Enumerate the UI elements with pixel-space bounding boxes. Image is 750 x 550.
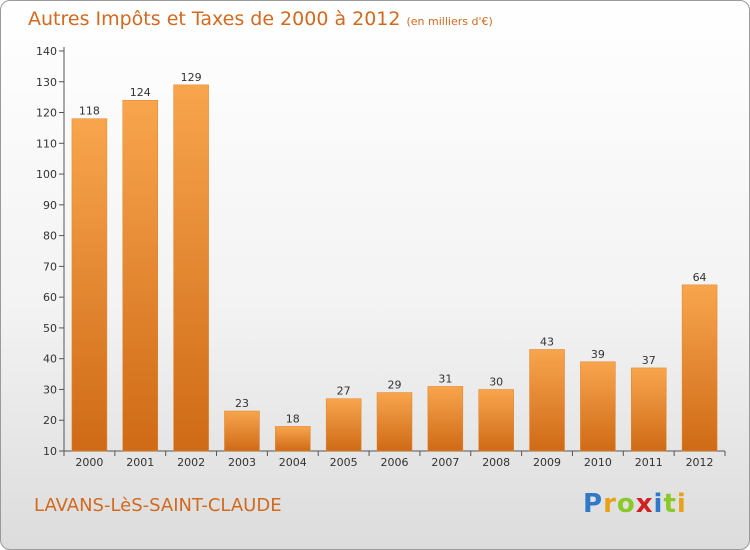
y-tick-label: 140	[36, 45, 57, 58]
x-tick-label-2005: 2005	[330, 456, 358, 469]
x-tick-label-2011: 2011	[635, 456, 663, 469]
data-label-2009: 43	[540, 335, 554, 348]
data-label-2004: 18	[286, 412, 300, 425]
y-tick-label: 80	[43, 230, 57, 243]
bar-2000	[71, 118, 108, 452]
logo-letter: t	[663, 489, 677, 519]
bar-2009	[529, 349, 565, 452]
bar-2005	[325, 398, 362, 452]
y-tick-label: 10	[43, 445, 57, 458]
y-tick-label: 50	[43, 322, 57, 335]
x-tick-label-2010: 2010	[584, 456, 612, 469]
proxiti-logo: Proxiti	[583, 489, 687, 519]
y-tick-label: 70	[43, 260, 57, 273]
logo-letter: r	[603, 489, 617, 519]
data-label-2008: 30	[489, 375, 503, 388]
x-tick-label-2002: 2002	[177, 456, 205, 469]
bar-2003	[224, 410, 260, 452]
logo-letter: o	[616, 489, 636, 519]
x-tick-label-2006: 2006	[381, 456, 409, 469]
bar-2007	[427, 386, 464, 452]
y-tick-label: 30	[43, 383, 57, 396]
data-label-2003: 23	[235, 397, 249, 410]
data-label-2005: 27	[337, 385, 351, 398]
chart-unit: (en milliers d'€)	[406, 15, 493, 28]
x-tick-label-2004: 2004	[279, 456, 307, 469]
bar-2006	[376, 392, 413, 452]
y-tick-label: 60	[43, 291, 57, 304]
data-label-2006: 29	[388, 379, 402, 392]
bar-2010	[580, 361, 616, 452]
x-tick-label-2008: 2008	[482, 456, 510, 469]
y-tick-label: 20	[43, 414, 57, 427]
data-label-2001: 124	[130, 86, 151, 99]
bar-2001	[122, 99, 159, 452]
y-tick-label: 40	[43, 353, 57, 366]
y-tick-label: 90	[43, 199, 57, 212]
bar-2004	[275, 426, 311, 452]
data-label-2007: 31	[438, 372, 452, 385]
y-tick-label: 110	[36, 137, 57, 150]
logo-letter: i	[653, 489, 664, 519]
bar-2012	[681, 284, 718, 452]
x-tick-label-2001: 2001	[126, 456, 154, 469]
logo-letter: i	[676, 489, 687, 519]
logo-letter: P	[583, 489, 604, 519]
bar-2008	[478, 389, 514, 452]
data-label-2012: 64	[693, 271, 707, 284]
y-tick-label: 100	[36, 168, 57, 181]
bar-2011	[630, 367, 667, 452]
logo-letter: x	[635, 489, 654, 519]
data-label-2011: 37	[642, 354, 656, 367]
data-label-2000: 118	[79, 105, 100, 118]
y-tick-label: 120	[36, 107, 57, 120]
x-tick-label-2007: 2007	[431, 456, 459, 469]
commune-name: LAVANS-LèS-SAINT-CLAUDE	[34, 495, 282, 516]
chart-title-text: Autres Impôts et Taxes de 2000 à 2012	[28, 8, 401, 30]
data-label-2002: 129	[181, 71, 202, 84]
x-tick-label-2003: 2003	[228, 456, 256, 469]
x-tick-label-2000: 2000	[75, 456, 103, 469]
bar-2002	[173, 84, 209, 452]
x-tick-label-2009: 2009	[533, 456, 561, 469]
y-tick-label: 130	[36, 76, 57, 89]
chart-title: Autres Impôts et Taxes de 2000 à 2012 (en…	[28, 8, 493, 30]
x-tick-label-2012: 2012	[686, 456, 714, 469]
data-label-2010: 39	[591, 348, 605, 361]
